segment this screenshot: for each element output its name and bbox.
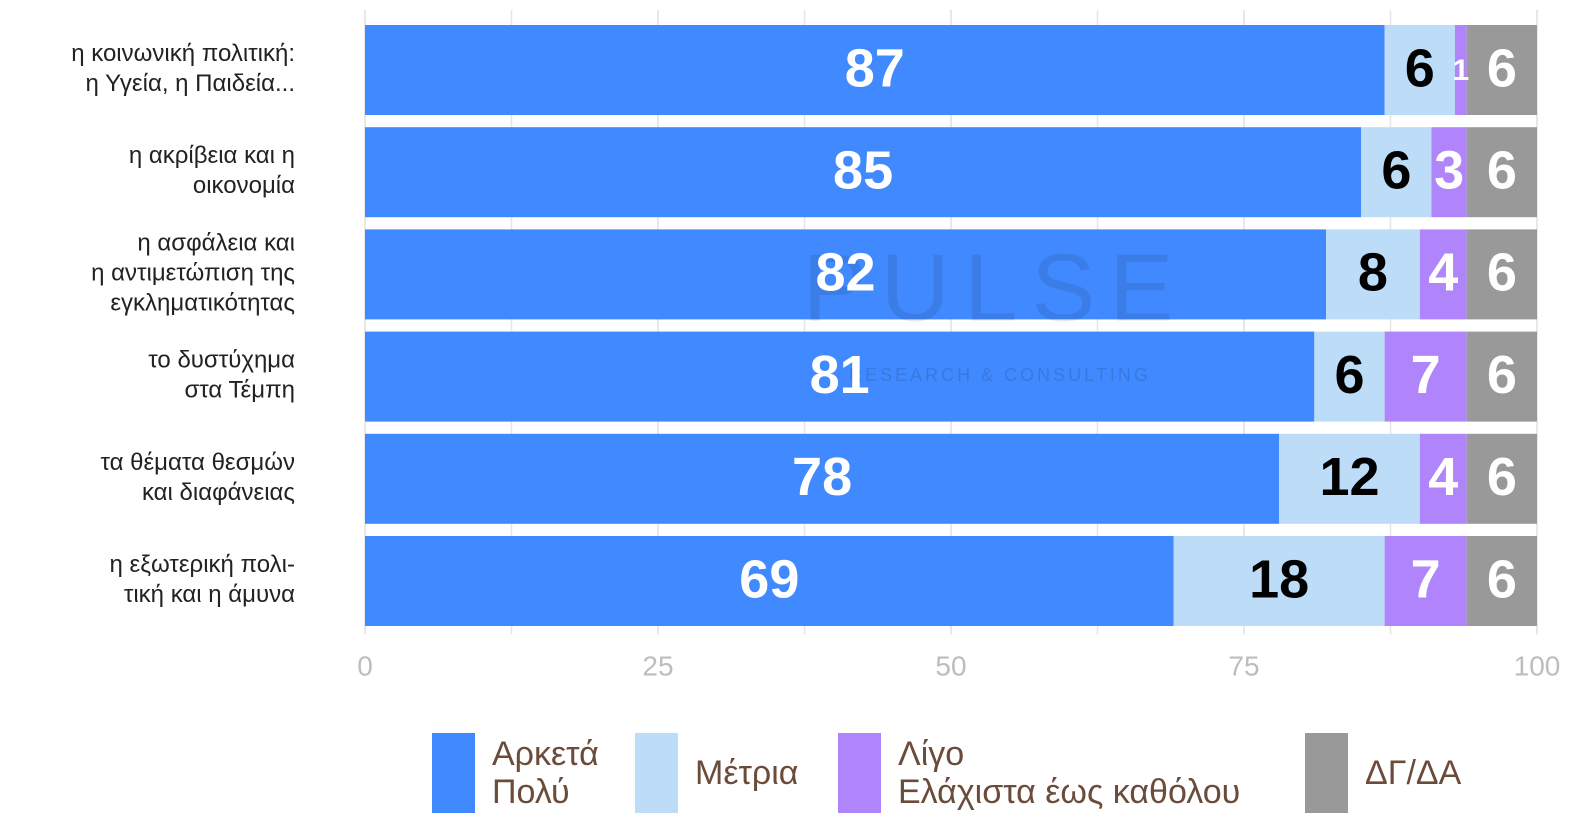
legend-label: Λίγο Ελάχιστα έως καθόλου bbox=[898, 735, 1240, 811]
x-tick-label: 25 bbox=[642, 650, 673, 681]
value-label: 6 bbox=[1334, 345, 1364, 405]
x-tick-label: 100 bbox=[1514, 650, 1561, 681]
value-label: 18 bbox=[1249, 549, 1309, 609]
bar-segment bbox=[1361, 127, 1432, 218]
bar-segment bbox=[1466, 127, 1537, 218]
value-label: 6 bbox=[1487, 345, 1517, 405]
legend-label: Μέτρια bbox=[695, 754, 798, 792]
value-label: 8 bbox=[1358, 243, 1388, 303]
value-label: 6 bbox=[1405, 38, 1435, 98]
value-label: 1 bbox=[1452, 54, 1469, 87]
legend-swatch bbox=[432, 733, 475, 813]
bar-segment bbox=[1314, 331, 1385, 422]
value-label: 7 bbox=[1411, 549, 1441, 609]
value-label: 6 bbox=[1487, 140, 1517, 200]
bar-segment bbox=[1466, 25, 1537, 115]
watermark: PULSE bbox=[803, 234, 1188, 341]
bar-segment bbox=[365, 331, 1315, 422]
legend-swatch bbox=[635, 733, 678, 813]
bar-segment bbox=[1466, 433, 1537, 524]
watermark-sub: RESEARCH & CONSULTING bbox=[849, 365, 1151, 385]
bar-segment bbox=[365, 127, 1362, 218]
bar-segment bbox=[1384, 536, 1467, 626]
bar-segment bbox=[1279, 433, 1420, 524]
bar-segment bbox=[1466, 229, 1537, 320]
bar-segment bbox=[1173, 536, 1385, 626]
bar-segment bbox=[365, 25, 1385, 115]
value-label: 85 bbox=[833, 140, 893, 200]
value-label: 7 bbox=[1411, 345, 1441, 405]
value-label: 81 bbox=[810, 345, 870, 405]
value-label: 78 bbox=[792, 447, 852, 507]
bar-segment bbox=[365, 536, 1174, 626]
value-label: 6 bbox=[1487, 549, 1517, 609]
category-label: το δυστύχημα στα Τέμπη bbox=[148, 347, 295, 404]
value-label: 4 bbox=[1428, 243, 1458, 303]
bar-segment bbox=[1431, 127, 1467, 218]
bar-segment bbox=[1419, 433, 1467, 524]
bar-segment bbox=[1454, 25, 1467, 115]
value-label: 4 bbox=[1428, 447, 1458, 507]
bar-segment bbox=[365, 433, 1280, 524]
value-label: 69 bbox=[739, 549, 799, 609]
value-label: 6 bbox=[1487, 243, 1517, 303]
legend-swatch bbox=[838, 733, 881, 813]
category-label: η ασφάλεια και η αντιμετώπιση της εγκληματ… bbox=[91, 230, 295, 317]
value-label: 12 bbox=[1319, 447, 1379, 507]
value-label: 87 bbox=[845, 38, 905, 98]
bar-segment bbox=[1466, 536, 1537, 626]
value-label: 6 bbox=[1487, 447, 1517, 507]
legend-label: Αρκετά Πολύ bbox=[492, 735, 599, 811]
legend-label: ΔΓ/ΔΑ bbox=[1365, 754, 1462, 792]
bar-segment bbox=[1326, 229, 1420, 320]
value-label: 82 bbox=[815, 243, 875, 303]
x-tick-label: 75 bbox=[1228, 650, 1259, 681]
bar-segment bbox=[1384, 331, 1467, 422]
bar-segment bbox=[1384, 25, 1455, 115]
x-tick-label: 0 bbox=[357, 650, 373, 681]
category-label: τα θέματα θεσμών και διαφάνειας bbox=[100, 449, 295, 506]
bar-segment bbox=[1466, 331, 1537, 422]
x-tick-label: 50 bbox=[935, 650, 966, 681]
bar-segment bbox=[365, 229, 1327, 320]
category-label: η εξωτερική πολι-τική και η άμυνα bbox=[110, 551, 296, 608]
value-label: 3 bbox=[1434, 140, 1464, 200]
value-label: 6 bbox=[1487, 38, 1517, 98]
value-label: 6 bbox=[1381, 140, 1411, 200]
category-label: η κοινωνική πολιτική: η Υγεία, η Παιδεία.… bbox=[71, 40, 295, 97]
bar-segment bbox=[1419, 229, 1467, 320]
category-label: η ακρίβεια και η οικονομία bbox=[129, 143, 295, 200]
legend-swatch bbox=[1305, 733, 1348, 813]
